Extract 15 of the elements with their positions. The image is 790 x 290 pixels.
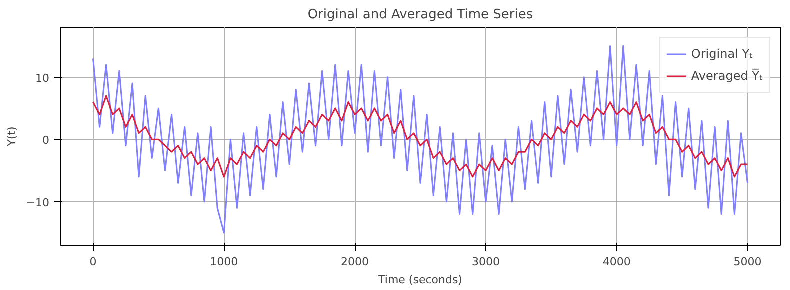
x-axis-title: Time (seconds) bbox=[378, 274, 462, 286]
y-axis-title: Y(t) bbox=[5, 126, 18, 148]
x-tick-label: 5000 bbox=[734, 256, 762, 268]
x-tick-label: 2000 bbox=[341, 256, 370, 268]
chart-title: Original and Averaged Time Series bbox=[308, 8, 534, 22]
legend-label: Averaged Y̅ₜ bbox=[691, 69, 763, 83]
legend-label: Original Yₜ bbox=[691, 47, 754, 61]
x-tick-label: 0 bbox=[90, 256, 97, 268]
x-tick-label: 4000 bbox=[602, 256, 631, 268]
y-tick-label: 10 bbox=[36, 72, 50, 85]
line-series bbox=[92, 95, 749, 178]
x-tick-label: 3000 bbox=[472, 256, 500, 268]
y-tick-label: 0 bbox=[42, 134, 50, 148]
x-tick-label: 1000 bbox=[210, 256, 238, 268]
y-tick-label: −10 bbox=[26, 196, 50, 210]
